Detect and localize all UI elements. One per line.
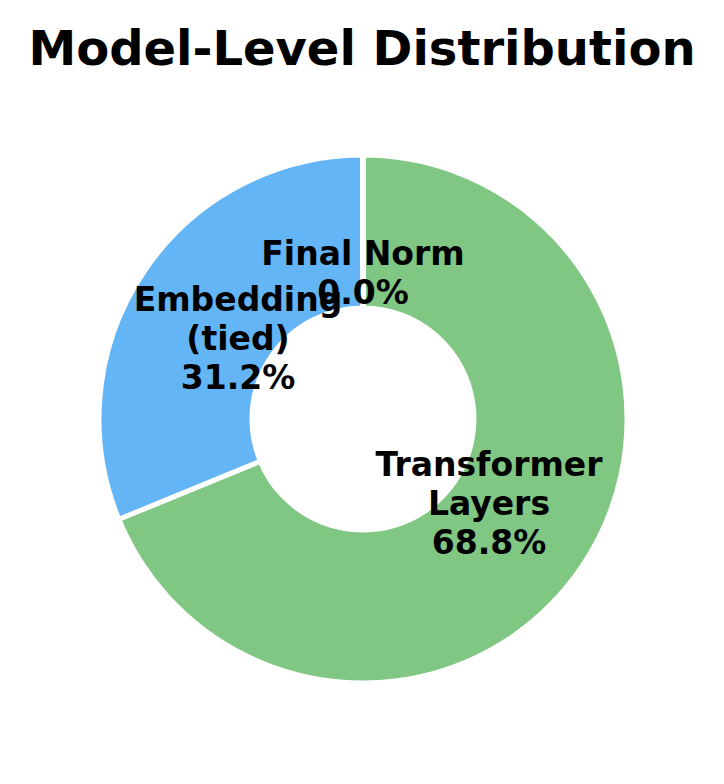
slice-label-final-norm-text: Final Norm (261, 234, 464, 273)
donut-chart (0, 0, 724, 784)
slice-label-transformer-layers: Transformer Layers 68.8% (376, 445, 603, 562)
slice-label-embedding-line2: (tied) (134, 319, 343, 358)
slice-label-embedding-pct: 31.2% (134, 358, 343, 397)
slice-label-transformer-line1: Transformer (376, 445, 603, 484)
slice-label-transformer-line2: Layers (376, 484, 603, 523)
slice-label-transformer-pct: 68.8% (376, 523, 603, 562)
figure-canvas: Model-Level Distribution Final Norm 0.0%… (0, 0, 724, 784)
slice-label-embedding-line1: Embedding (134, 280, 343, 319)
slice-label-embedding-tied: Embedding (tied) 31.2% (134, 280, 343, 397)
